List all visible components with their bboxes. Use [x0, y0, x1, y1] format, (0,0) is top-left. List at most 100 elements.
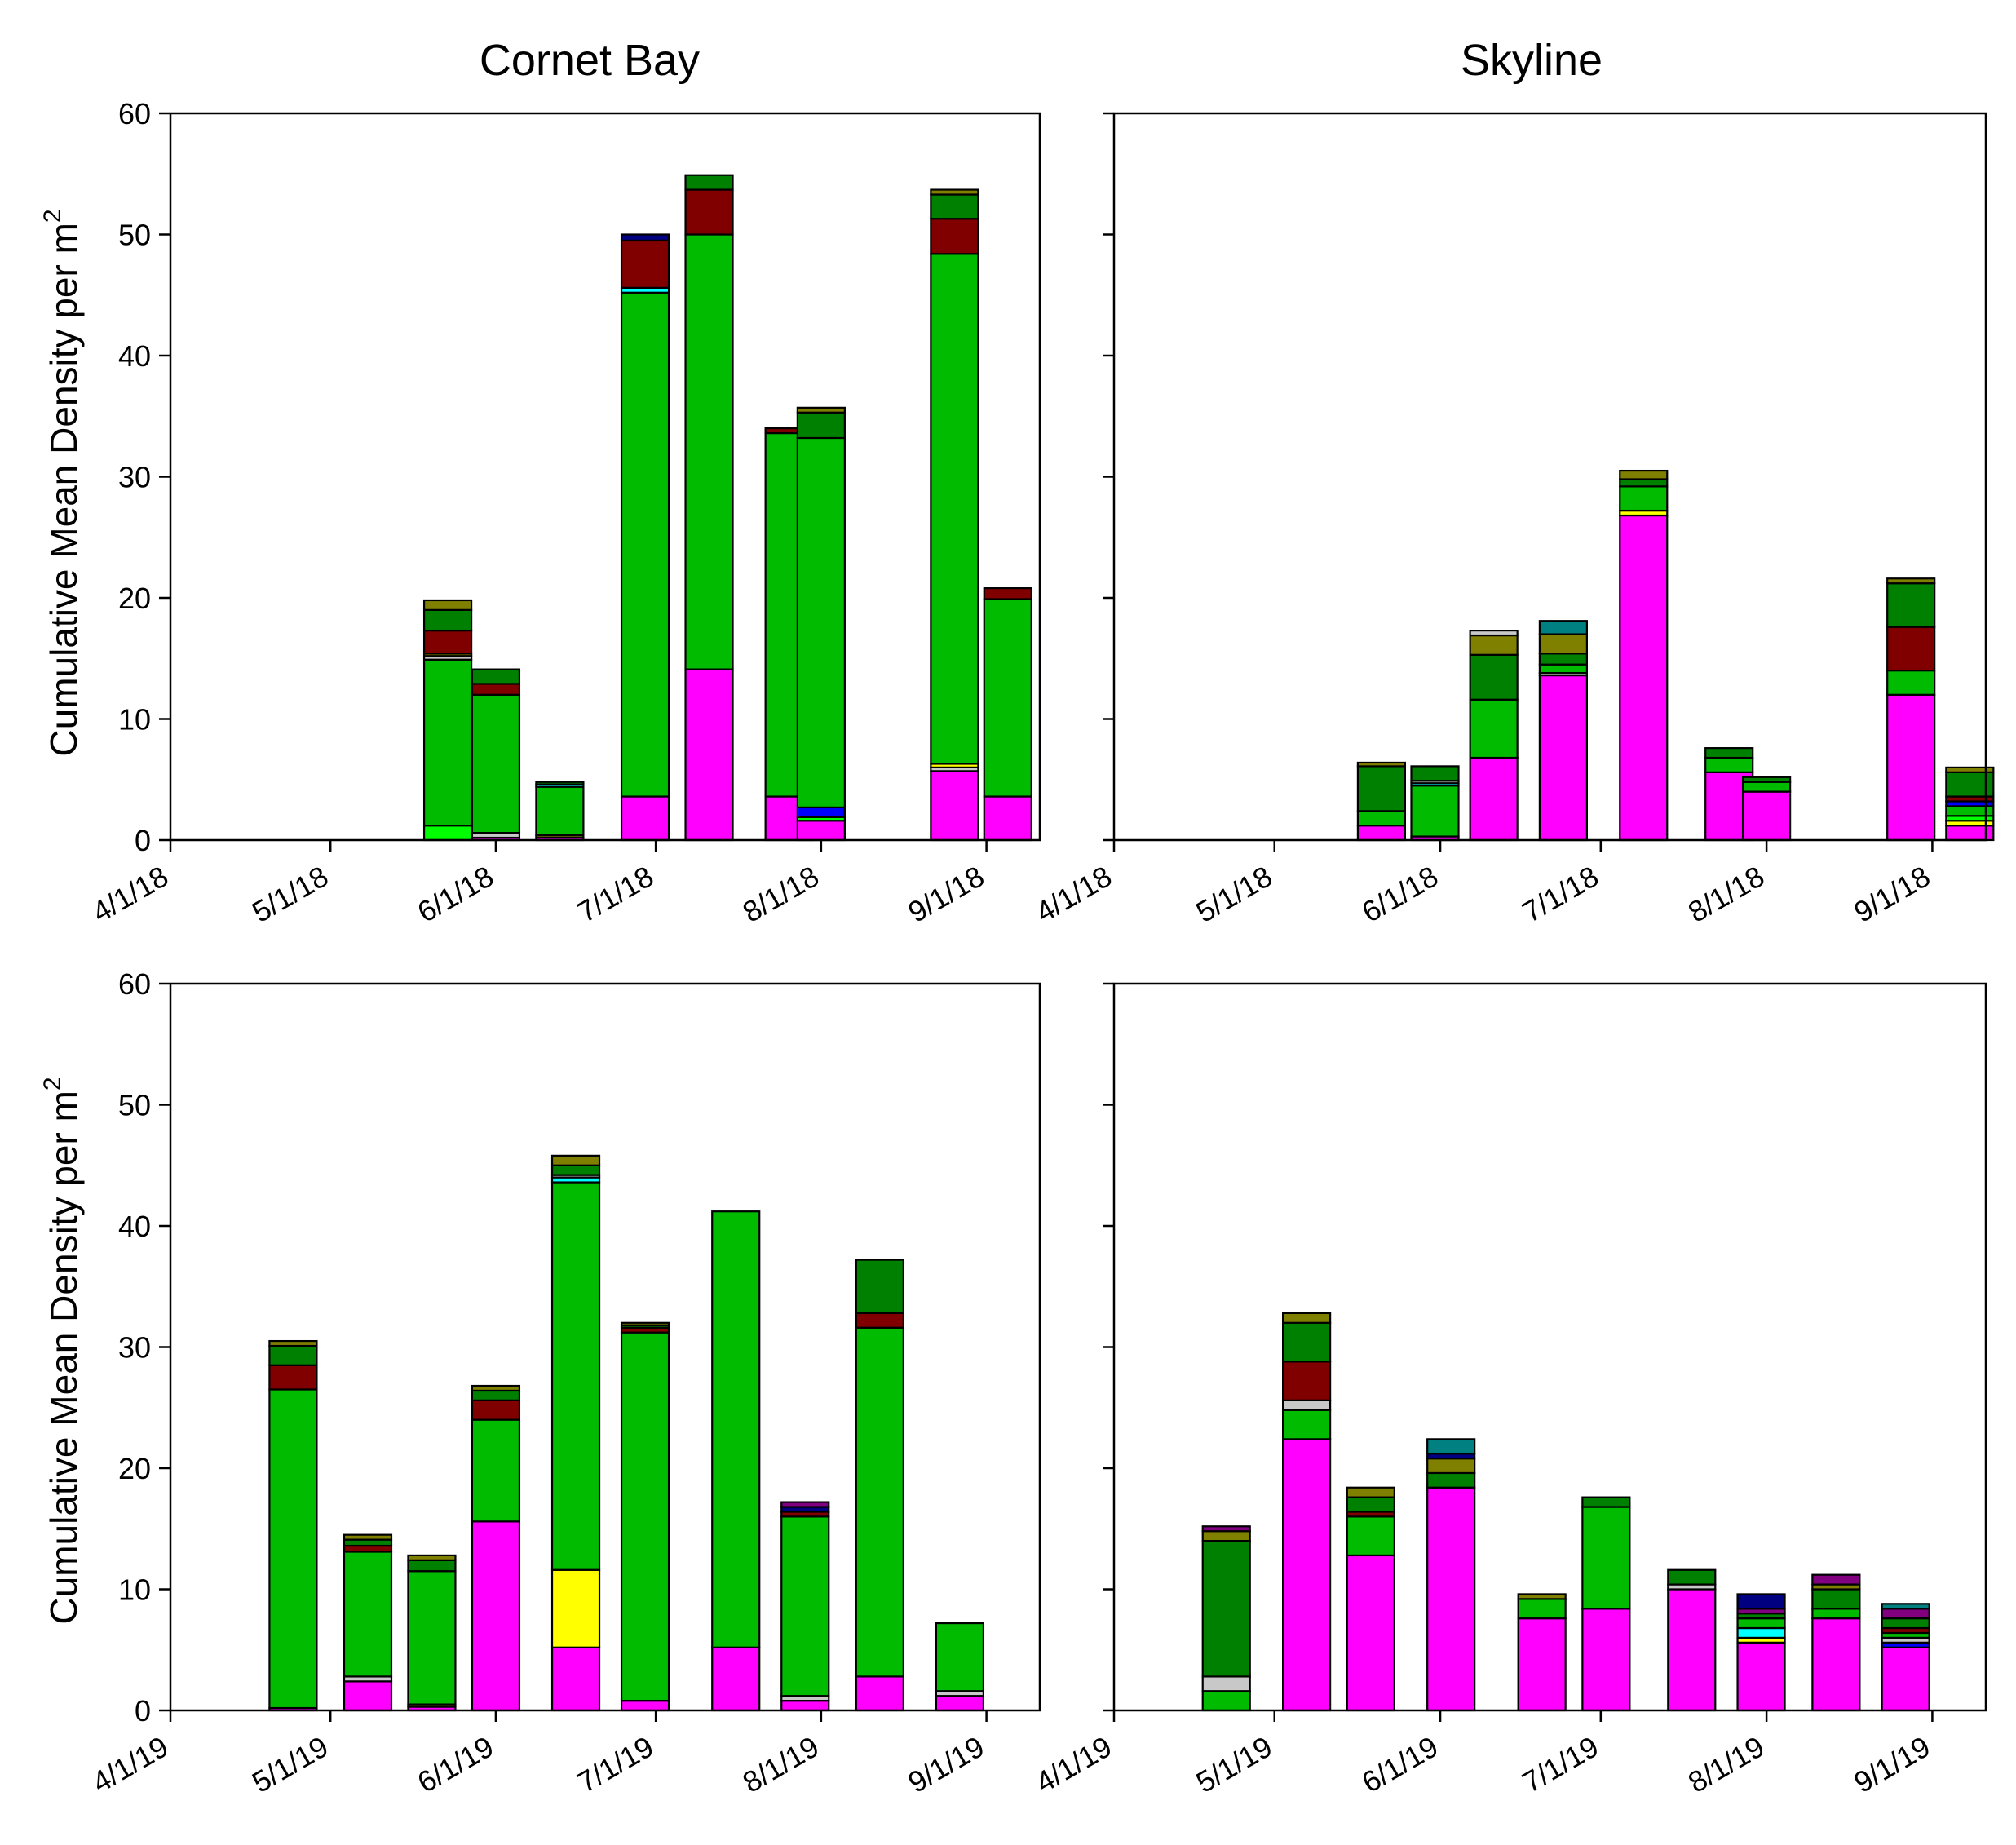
- bar-2-3-segment-0: [471, 1520, 521, 1712]
- bar-1-4-segment-0: [1619, 514, 1669, 842]
- y-tick-label: 20: [118, 582, 151, 615]
- bar-2-5-segment-1: [620, 1331, 670, 1702]
- y-tick-label: 40: [118, 339, 151, 373]
- bar-0-4-segment-0: [684, 668, 734, 842]
- bar-3-4-segment-0: [1517, 1617, 1567, 1712]
- bar-3-9-segment-5: [1881, 1617, 1930, 1630]
- bar-0-0-segment-0: [422, 825, 473, 842]
- bar-0-1-segment-3: [471, 683, 521, 696]
- bar-0-7-segment-3: [930, 253, 979, 765]
- bar-2-0-segment-1: [268, 1388, 318, 1710]
- y-tick-label: 30: [118, 461, 151, 494]
- bar-2-8-segment-0: [855, 1675, 904, 1712]
- bar-0-0-segment-1: [422, 658, 473, 827]
- bar-3-0-segment-4: [1201, 1525, 1251, 1533]
- bar-2-1-segment-0: [343, 1680, 393, 1712]
- bar-3-8-segment-0: [1811, 1617, 1861, 1712]
- bar-1-3-segment-0: [1538, 674, 1589, 842]
- bar-3-8-segment-1: [1811, 1608, 1861, 1620]
- bar-0-0-segment-5: [422, 608, 473, 632]
- chart-panel-skyline-2018: 4/1/18 5/1/18 6/1/18 7/1/18 8/1/18 9/1/18: [1030, 112, 1995, 929]
- bar-0-4-segment-2: [684, 188, 734, 236]
- bar-1-0-segment-0: [1356, 825, 1407, 842]
- bar-2-9-segment-0: [935, 1695, 985, 1712]
- bar-3-5-segment-0: [1581, 1608, 1631, 1712]
- bar-3-6-segment-2: [1667, 1568, 1717, 1586]
- bar-3-1-segment-1: [1281, 1409, 1332, 1440]
- y-tick-label: 60: [118, 97, 151, 131]
- bar-1-6-segment-2: [1742, 776, 1792, 783]
- bar-0-7-segment-5: [930, 193, 979, 220]
- x-tick-label: 8/1/19: [1682, 1729, 1770, 1799]
- bar-3-0-segment-2: [1201, 1539, 1251, 1678]
- bar-2-7-segment-5: [780, 1501, 830, 1508]
- bar-0-6-segment-5: [796, 406, 846, 414]
- bar-3-2-segment-3: [1346, 1496, 1395, 1513]
- x-tick-label: 6/1/19: [1356, 1729, 1443, 1799]
- bar-2-4-segment-5: [550, 1164, 601, 1176]
- bar-3-2-segment-1: [1346, 1515, 1395, 1557]
- chart-panel-skyline-2019: 4/1/19 5/1/19 6/1/19 7/1/19 8/1/19 9/1/19: [1030, 982, 1987, 1799]
- bar-3-7-segment-0: [1736, 1641, 1786, 1712]
- bar-1-7-segment-3: [1886, 582, 1936, 628]
- bar-3-9-segment-0: [1881, 1646, 1930, 1712]
- bar-0-6-segment-2: [796, 806, 846, 818]
- x-tick-label: 9/1/19: [902, 1729, 989, 1799]
- bar-1-1-segment-1: [1410, 785, 1460, 838]
- bar-2-0-segment-4: [268, 1339, 318, 1347]
- bar-1-2-segment-0: [1469, 756, 1519, 842]
- bar-1-6-segment-0: [1742, 790, 1792, 842]
- bar-3-8-segment-4: [1811, 1573, 1861, 1586]
- bar-0-1-segment-2: [471, 693, 521, 834]
- bar-1-4-segment-2: [1619, 485, 1669, 512]
- bar-1-3-segment-3: [1538, 653, 1589, 666]
- y-axis-label-top: Cumulative Mean Density per m2: [39, 209, 85, 756]
- bar-0-2-segment-4: [535, 781, 585, 785]
- bar-2-2-segment-4: [407, 1554, 457, 1561]
- bar-2-0-segment-2: [268, 1364, 318, 1391]
- bar-1-7-segment-4: [1886, 577, 1936, 585]
- panel-title-skyline: Skyline: [1461, 36, 1603, 85]
- bar-1-2-segment-1: [1469, 698, 1519, 759]
- y-tick-label: 10: [118, 1573, 151, 1607]
- bar-2-4-segment-0: [550, 1646, 601, 1712]
- bar-1-3-segment-5: [1538, 620, 1589, 635]
- bar-1-4-segment-3: [1619, 478, 1669, 488]
- bar-2-3-segment-2: [471, 1399, 521, 1421]
- x-tick-label: 6/1/19: [412, 1729, 499, 1799]
- bar-3-1-segment-2: [1281, 1399, 1332, 1411]
- bar-2-5-segment-0: [620, 1700, 670, 1712]
- bar-3-0-segment-1: [1201, 1675, 1251, 1692]
- bar-1-8-segment-7: [1945, 766, 1995, 773]
- bar-3-1-segment-0: [1281, 1438, 1332, 1712]
- bar-3-3-segment-2: [1426, 1458, 1476, 1475]
- y-tick-label: 50: [118, 1089, 151, 1122]
- bar-1-0-segment-1: [1356, 810, 1407, 827]
- bar-3-1-segment-4: [1281, 1321, 1332, 1363]
- bar-1-0-segment-3: [1356, 761, 1407, 768]
- bar-2-3-segment-1: [471, 1418, 521, 1523]
- y-tick-label: 40: [118, 1210, 151, 1243]
- x-tick-label: 4/1/19: [86, 1729, 174, 1799]
- bar-3-7-segment-2: [1736, 1626, 1786, 1639]
- bar-1-5-segment-1: [1704, 756, 1754, 773]
- x-tick-label: 7/1/19: [1517, 1729, 1604, 1799]
- bar-0-3-segment-3: [620, 239, 670, 289]
- bar-1-6-segment-1: [1742, 781, 1792, 793]
- bar-0-7-segment-0: [930, 770, 979, 842]
- bar-0-8-segment-1: [983, 598, 1032, 798]
- bar-0-3-segment-1: [620, 291, 670, 798]
- bar-0-8-segment-0: [983, 795, 1032, 842]
- bar-3-7-segment-3: [1736, 1617, 1786, 1630]
- bar-2-0-segment-3: [268, 1344, 318, 1366]
- bar-2-1-segment-4: [343, 1538, 393, 1547]
- bar-1-0-segment-2: [1356, 765, 1407, 812]
- x-tick-label: 4/1/19: [1030, 1729, 1117, 1799]
- bar-2-8-segment-3: [855, 1259, 904, 1315]
- bar-0-1-segment-4: [471, 668, 521, 685]
- y-tick-label: 50: [118, 219, 151, 252]
- y-tick-label: 0: [135, 824, 151, 857]
- x-tick-label: 6/1/18: [1356, 859, 1443, 929]
- bar-2-7-segment-2: [780, 1515, 830, 1697]
